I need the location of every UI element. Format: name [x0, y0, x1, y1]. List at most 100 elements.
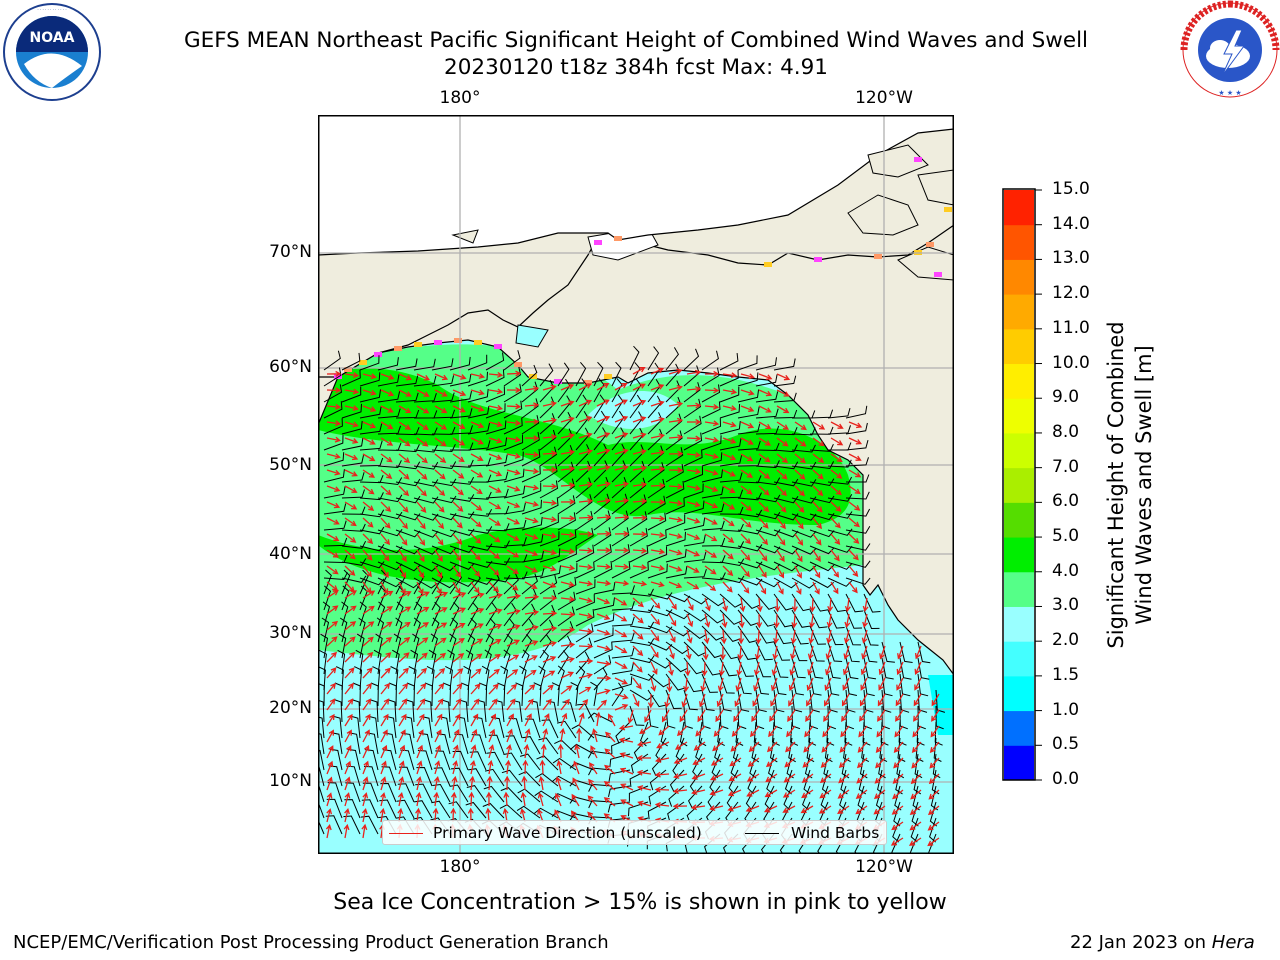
- wave-direction-arrow: [807, 661, 814, 676]
- wave-direction-arrow: [819, 789, 832, 799]
- wave-direction-arrow: [506, 639, 521, 647]
- wave-direction-arrow: [691, 773, 706, 780]
- wave-direction-arrow: [931, 709, 940, 722]
- wave-direction-arrow: [362, 590, 376, 599]
- wind-barb: [500, 787, 523, 803]
- wind-barb: [539, 480, 559, 499]
- wave-direction-arrow: [722, 437, 737, 444]
- wind-barb: [788, 737, 796, 763]
- wave-direction-arrow: [776, 517, 786, 530]
- wave-direction-arrow: [769, 709, 778, 723]
- wind-barb: [481, 665, 490, 691]
- wave-direction-arrow: [709, 805, 724, 812]
- wave-direction-arrow: [362, 501, 375, 512]
- wind-barb: [611, 493, 629, 515]
- wave-direction-arrow: [910, 773, 922, 785]
- wave-direction-arrow: [766, 741, 778, 753]
- wave-direction-arrow: [848, 565, 859, 577]
- wave-direction-arrow: [650, 629, 660, 642]
- wave-direction-arrow: [398, 421, 412, 430]
- wind-barb: [449, 408, 473, 419]
- wave-direction-arrow: [398, 485, 410, 497]
- wave-direction-arrow: [776, 565, 785, 579]
- wave-direction-arrow: [807, 645, 814, 660]
- wind-barb: [467, 440, 491, 451]
- wind-barb: [323, 452, 345, 467]
- wind-barb: [359, 423, 383, 435]
- wave-direction-arrow: [362, 621, 375, 631]
- colorbar-segment: [1004, 537, 1034, 573]
- wave-direction-arrow: [927, 805, 940, 816]
- wind-barb: [783, 785, 793, 811]
- wave-direction-arrow: [560, 656, 575, 663]
- wind-barb: [367, 715, 379, 739]
- wave-direction-arrow: [859, 709, 868, 722]
- wind-barb: [737, 593, 760, 609]
- wave-direction-arrow: [326, 469, 341, 476]
- wave-direction-arrow: [416, 469, 428, 480]
- wave-direction-arrow: [434, 729, 442, 743]
- colorbar-segment: [1004, 398, 1034, 434]
- wind-barb: [533, 682, 542, 707]
- wave-direction-arrow: [770, 677, 778, 692]
- wind-barb: [809, 705, 819, 730]
- wave-direction-arrow: [719, 645, 726, 661]
- wave-direction-arrow: [524, 713, 532, 727]
- wave-direction-arrow: [434, 760, 441, 775]
- wind-barb: [683, 705, 693, 729]
- wind-barb: [377, 374, 400, 387]
- wave-direction-arrow: [632, 597, 644, 608]
- wave-direction-arrow: [416, 453, 428, 464]
- wave-direction-arrow: [416, 667, 428, 679]
- wind-barb: [337, 649, 346, 675]
- wind-barb: [611, 632, 635, 643]
- wave-direction-arrow: [632, 481, 648, 488]
- wave-direction-arrow: [650, 581, 665, 588]
- wave-direction-arrow: [434, 549, 443, 563]
- wave-direction-arrow: [728, 773, 742, 781]
- wave-direction-arrow: [727, 805, 742, 812]
- wave-direction-arrow: [731, 725, 742, 737]
- wind-barb: [387, 699, 397, 723]
- wind-barb: [575, 609, 595, 627]
- wave-direction-arrow: [794, 485, 805, 497]
- wind-barb: [449, 356, 471, 371]
- wave-direction-arrow: [362, 453, 376, 462]
- wind-barb: [845, 577, 871, 585]
- wind-barb: [773, 478, 799, 487]
- wave-direction-arrow: [487, 759, 494, 775]
- wave-direction-arrow: [344, 549, 356, 560]
- wave-direction-arrow: [452, 453, 465, 463]
- wind-barb: [449, 784, 469, 803]
- wave-direction-arrow: [632, 465, 648, 472]
- wave-direction-arrow: [362, 405, 377, 412]
- wind-barb: [413, 461, 439, 470]
- wave-direction-arrow: [506, 549, 520, 558]
- wave-direction-arrow: [524, 609, 540, 616]
- wave-direction-arrow: [380, 581, 389, 595]
- wind-barb: [692, 753, 703, 779]
- wave-direction-arrow: [848, 469, 862, 478]
- wave-direction-arrow: [830, 421, 844, 429]
- wind-barb: [899, 689, 910, 713]
- wind-barb: [377, 494, 403, 503]
- wind-barb: [809, 545, 835, 555]
- wave-direction-arrow: [806, 677, 814, 692]
- wave-direction-arrow: [434, 405, 448, 414]
- wind-barb: [593, 641, 613, 659]
- svg-text:· · · · · · · · · · · ·: · · · · · · · · · · · ·: [37, 7, 66, 12]
- wave-direction-arrow: [929, 741, 940, 754]
- wave-direction-arrow: [434, 607, 448, 615]
- wave-direction-arrow: [756, 613, 763, 629]
- wave-direction-arrow: [344, 405, 359, 411]
- wave-direction-arrow: [554, 792, 562, 807]
- wave-direction-arrow: [704, 597, 711, 612]
- wave-direction-arrow: [830, 565, 840, 578]
- wave-direction-arrow: [524, 501, 540, 507]
- wave-direction-arrow: [692, 757, 706, 765]
- wave-direction-arrow: [344, 453, 359, 461]
- wave-direction-arrow: [893, 757, 904, 769]
- wave-direction-arrow: [398, 652, 410, 663]
- wind-barb: [915, 737, 924, 762]
- wave-direction-arrow: [686, 549, 701, 557]
